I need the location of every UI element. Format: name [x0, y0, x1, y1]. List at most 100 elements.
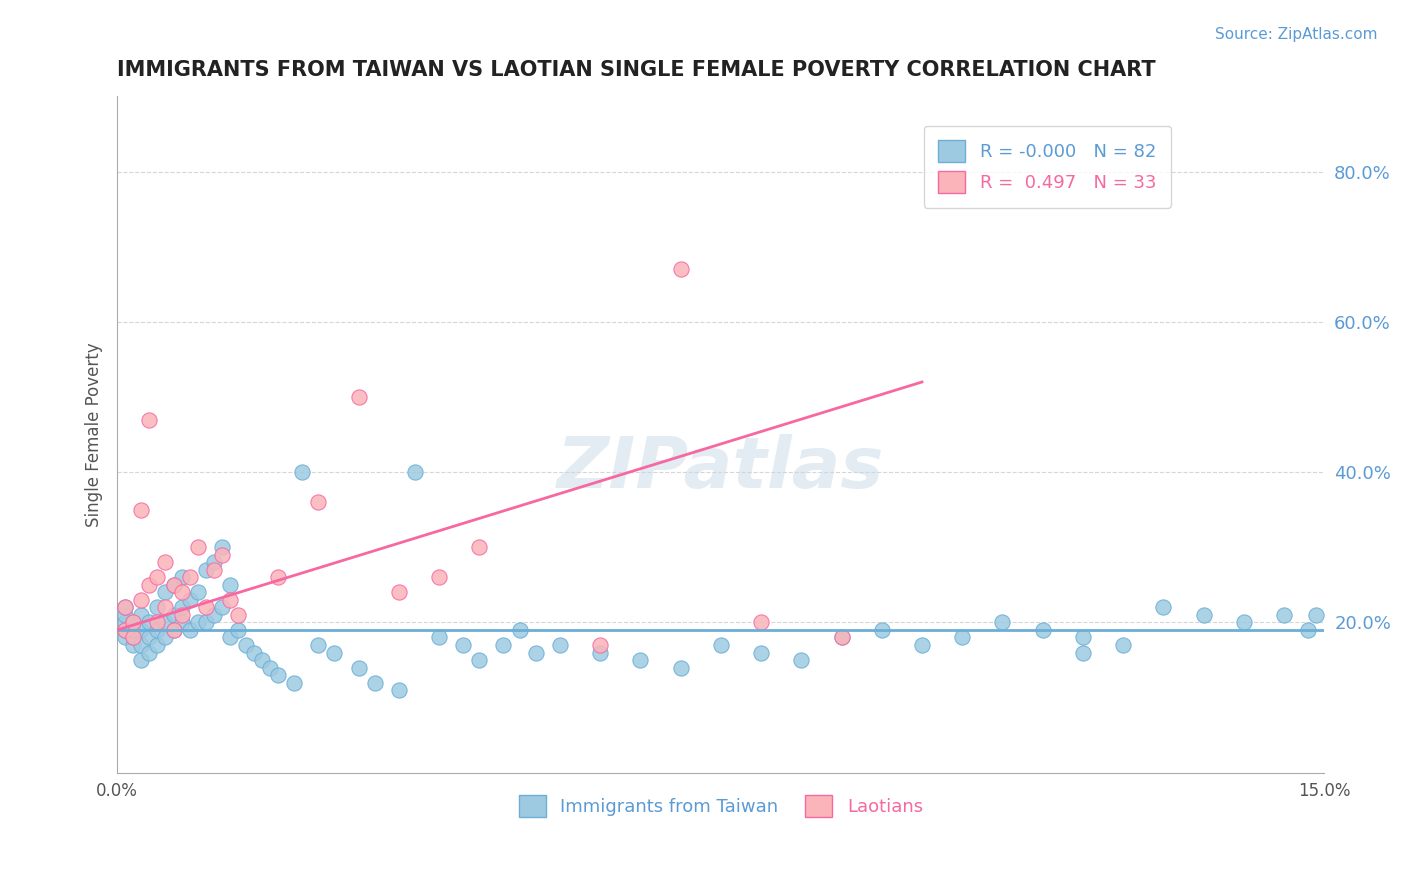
Point — [114, 600, 136, 615]
Point — [122, 615, 145, 630]
Point — [155, 585, 177, 599]
Point — [388, 585, 411, 599]
Point — [202, 563, 225, 577]
Point — [710, 638, 733, 652]
Point — [131, 653, 153, 667]
Point — [427, 631, 450, 645]
Point — [218, 593, 240, 607]
Point — [170, 615, 193, 630]
Point — [509, 623, 531, 637]
Point — [259, 660, 281, 674]
Point — [1192, 607, 1215, 622]
Point — [831, 631, 853, 645]
Point — [187, 541, 209, 555]
Point — [162, 578, 184, 592]
Point — [114, 623, 136, 637]
Point — [218, 578, 240, 592]
Point — [122, 615, 145, 630]
Point — [211, 548, 233, 562]
Point — [451, 638, 474, 652]
Point — [1152, 600, 1174, 615]
Point — [1071, 631, 1094, 645]
Point — [162, 578, 184, 592]
Point — [468, 541, 491, 555]
Point — [131, 593, 153, 607]
Point — [146, 615, 169, 630]
Point — [950, 631, 973, 645]
Point — [226, 623, 249, 637]
Point — [155, 555, 177, 569]
Point — [114, 623, 136, 637]
Point — [146, 638, 169, 652]
Point — [138, 646, 160, 660]
Point — [669, 660, 692, 674]
Point — [991, 615, 1014, 630]
Point — [202, 555, 225, 569]
Point — [492, 638, 515, 652]
Point — [162, 623, 184, 637]
Point — [155, 631, 177, 645]
Point — [114, 600, 136, 615]
Point — [870, 623, 893, 637]
Point — [179, 570, 201, 584]
Point — [170, 570, 193, 584]
Point — [831, 631, 853, 645]
Text: IMMIGRANTS FROM TAIWAN VS LAOTIAN SINGLE FEMALE POVERTY CORRELATION CHART: IMMIGRANTS FROM TAIWAN VS LAOTIAN SINGLE… — [117, 60, 1156, 79]
Point — [267, 570, 290, 584]
Text: Source: ZipAtlas.com: Source: ZipAtlas.com — [1215, 27, 1378, 42]
Point — [1112, 638, 1135, 652]
Point — [170, 600, 193, 615]
Point — [202, 607, 225, 622]
Point — [179, 623, 201, 637]
Point — [1272, 607, 1295, 622]
Legend: Immigrants from Taiwan, Laotians: Immigrants from Taiwan, Laotians — [505, 780, 938, 831]
Point — [226, 607, 249, 622]
Point — [211, 600, 233, 615]
Point — [131, 607, 153, 622]
Point — [114, 607, 136, 622]
Point — [138, 578, 160, 592]
Point — [122, 623, 145, 637]
Point — [589, 646, 612, 660]
Y-axis label: Single Female Poverty: Single Female Poverty — [86, 343, 103, 527]
Point — [194, 600, 217, 615]
Point — [524, 646, 547, 660]
Point — [267, 668, 290, 682]
Point — [243, 646, 266, 660]
Point — [250, 653, 273, 667]
Point — [790, 653, 813, 667]
Point — [146, 570, 169, 584]
Point — [114, 615, 136, 630]
Text: ZIPatlas: ZIPatlas — [557, 434, 884, 503]
Point — [131, 623, 153, 637]
Point — [131, 502, 153, 516]
Point — [1233, 615, 1256, 630]
Point — [170, 607, 193, 622]
Point — [364, 675, 387, 690]
Point — [162, 623, 184, 637]
Point — [307, 638, 329, 652]
Point — [307, 495, 329, 509]
Point — [628, 653, 651, 667]
Point — [162, 607, 184, 622]
Point — [589, 638, 612, 652]
Point — [283, 675, 305, 690]
Point — [749, 615, 772, 630]
Point — [187, 615, 209, 630]
Point — [1071, 646, 1094, 660]
Point — [114, 631, 136, 645]
Point — [146, 623, 169, 637]
Point — [187, 585, 209, 599]
Point — [131, 638, 153, 652]
Point — [218, 631, 240, 645]
Point — [235, 638, 257, 652]
Point — [1298, 623, 1320, 637]
Point — [291, 465, 314, 479]
Point — [388, 683, 411, 698]
Point — [170, 585, 193, 599]
Point — [179, 593, 201, 607]
Point — [548, 638, 571, 652]
Point — [122, 631, 145, 645]
Point — [211, 541, 233, 555]
Point — [138, 631, 160, 645]
